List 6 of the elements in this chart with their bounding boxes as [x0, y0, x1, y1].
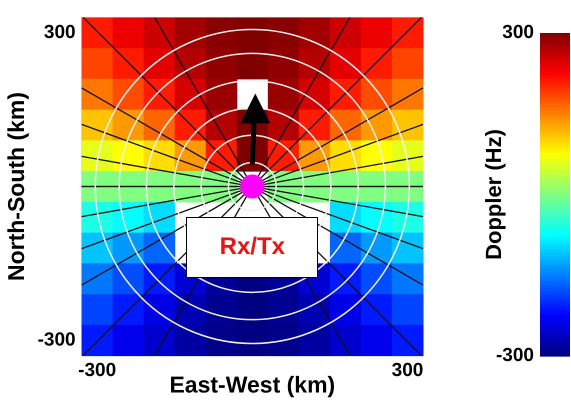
color-bar-title: Doppler (Hz) — [481, 129, 506, 260]
x-axis-title: East-West (km) — [169, 372, 336, 398]
color-bar-label: 300 — [502, 22, 534, 44]
color-bar-label: -300 — [496, 345, 534, 366]
y-axis-title: North-South (km) — [3, 92, 30, 282]
annotation: Rx/Tx — [186, 216, 318, 278]
